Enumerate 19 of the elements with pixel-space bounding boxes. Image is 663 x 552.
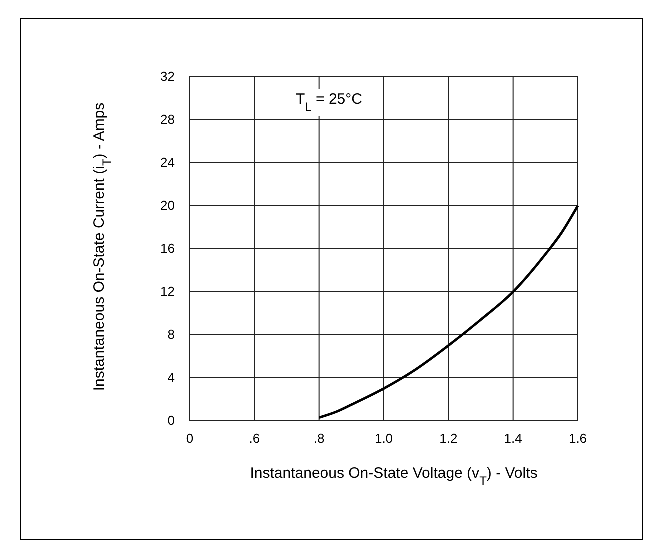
- x-axis-title: Instantaneous On-State Voltage (v$_{T}$) - Volts: [250, 465, 538, 488]
- y-tick-label: 4: [168, 370, 175, 386]
- y-tick-label: 20: [160, 198, 175, 214]
- x-tick-label: .8: [314, 431, 325, 446]
- line-series: [318, 204, 580, 420]
- annotation: T$_{L}$ = 25°C: [296, 91, 363, 114]
- y-tick-label: 24: [160, 155, 175, 170]
- x-tick-label: .6: [249, 431, 260, 446]
- y-tick-label: 32: [160, 69, 175, 84]
- x-tick-label: 1.0: [374, 431, 394, 446]
- y-tick-label: 0: [168, 413, 175, 428]
- x-tick-label: 1.4: [504, 431, 522, 446]
- x-tick-label: 0: [186, 431, 194, 446]
- x-tick-label: 1.2: [440, 431, 458, 446]
- x-tick-label: 1.6: [568, 431, 588, 446]
- y-tick-label: 28: [160, 112, 175, 128]
- y-tick-label: 16: [160, 241, 175, 256]
- y-tick-label: 12: [160, 284, 175, 300]
- y-tick-label: 8: [168, 327, 175, 342]
